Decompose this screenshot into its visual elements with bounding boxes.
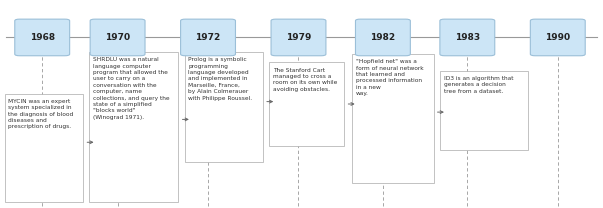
Text: MYCIN was an expert
system specialized in
the diagnosis of blood
diseases and
pr: MYCIN was an expert system specialized i…: [8, 99, 74, 129]
Bar: [269, 62, 344, 146]
Bar: [89, 52, 178, 202]
Text: 1972: 1972: [195, 33, 221, 42]
Bar: [185, 52, 263, 162]
Text: 1970: 1970: [105, 33, 130, 42]
Text: 1990: 1990: [545, 33, 570, 42]
FancyBboxPatch shape: [356, 19, 410, 56]
FancyBboxPatch shape: [181, 19, 235, 56]
Text: 1979: 1979: [286, 33, 311, 42]
Bar: [5, 94, 83, 202]
Text: SHRDLU was a natural
language computer
program that allowed the
user to carry on: SHRDLU was a natural language computer p…: [93, 57, 169, 120]
Text: "Hopfield net" was a
form of neural network
that learned and
processed informati: "Hopfield net" was a form of neural netw…: [356, 59, 423, 96]
Bar: [352, 54, 434, 183]
Text: ID3 is an algorithm that
generates a decision
tree from a dataset.: ID3 is an algorithm that generates a dec…: [444, 76, 513, 94]
FancyBboxPatch shape: [440, 19, 494, 56]
Text: 1983: 1983: [455, 33, 480, 42]
Bar: [440, 71, 528, 150]
FancyBboxPatch shape: [90, 19, 145, 56]
Text: The Stanford Cart
managed to cross a
room on its own while
avoiding obstacles.: The Stanford Cart managed to cross a roo…: [273, 68, 337, 92]
FancyBboxPatch shape: [15, 19, 70, 56]
Text: 1982: 1982: [370, 33, 396, 42]
Text: Prolog is a symbolic
programming
language developed
and implemented in
Marseille: Prolog is a symbolic programming languag…: [188, 57, 252, 101]
FancyBboxPatch shape: [271, 19, 326, 56]
FancyBboxPatch shape: [531, 19, 585, 56]
Text: 1968: 1968: [30, 33, 55, 42]
